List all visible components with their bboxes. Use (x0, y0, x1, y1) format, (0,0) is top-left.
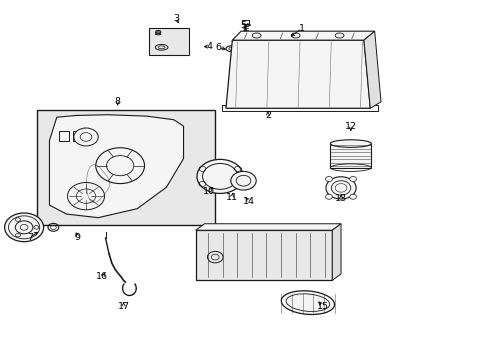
Text: 8: 8 (115, 97, 121, 106)
Ellipse shape (74, 128, 98, 146)
Text: 13: 13 (334, 194, 346, 203)
Ellipse shape (4, 213, 43, 242)
Bar (241, 20, 249, 24)
Polygon shape (330, 144, 370, 168)
Polygon shape (222, 105, 377, 111)
Bar (195, 230, 331, 280)
Text: 3: 3 (173, 14, 179, 23)
Ellipse shape (281, 291, 334, 315)
Ellipse shape (197, 159, 243, 193)
Ellipse shape (67, 183, 104, 210)
Text: 4: 4 (206, 42, 212, 51)
Ellipse shape (349, 176, 356, 181)
Text: 1: 1 (299, 24, 305, 33)
Text: 14: 14 (243, 197, 255, 206)
Polygon shape (331, 224, 340, 280)
Polygon shape (49, 115, 183, 218)
Ellipse shape (291, 33, 300, 38)
Text: 6: 6 (215, 43, 221, 52)
Text: 9: 9 (75, 233, 81, 242)
Ellipse shape (15, 221, 33, 234)
Polygon shape (225, 40, 369, 108)
Bar (149, 28, 189, 55)
Ellipse shape (230, 171, 256, 190)
Text: 15: 15 (316, 302, 328, 311)
Text: 12: 12 (344, 122, 356, 131)
Polygon shape (363, 31, 380, 108)
Ellipse shape (252, 33, 261, 38)
Ellipse shape (225, 45, 240, 52)
Polygon shape (195, 224, 340, 230)
Ellipse shape (349, 194, 356, 199)
Ellipse shape (96, 148, 144, 184)
Bar (59, 131, 69, 140)
Bar (73, 131, 82, 140)
Ellipse shape (325, 194, 332, 199)
Ellipse shape (330, 140, 370, 147)
Ellipse shape (325, 177, 355, 199)
Bar (37, 110, 215, 225)
Ellipse shape (334, 33, 343, 38)
Text: 7: 7 (27, 233, 33, 242)
Text: 10: 10 (203, 187, 215, 196)
Text: 2: 2 (264, 111, 270, 120)
Text: 16: 16 (96, 272, 108, 281)
Text: 11: 11 (225, 193, 237, 202)
Ellipse shape (325, 176, 332, 181)
Text: 5: 5 (240, 21, 246, 30)
Text: 17: 17 (117, 302, 129, 311)
Polygon shape (232, 31, 374, 40)
